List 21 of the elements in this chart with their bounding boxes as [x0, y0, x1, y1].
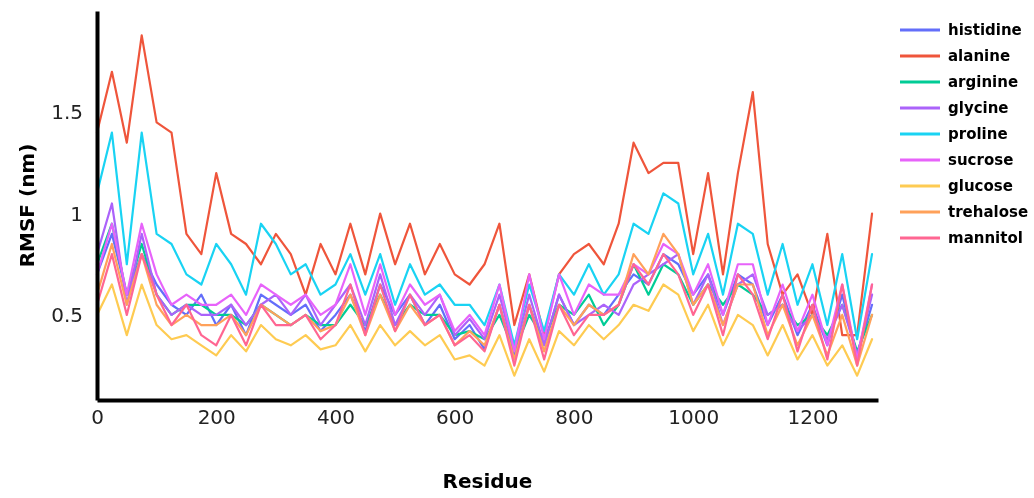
x-tick-label: 0 [91, 405, 104, 430]
x-tick-label: 600 [436, 405, 475, 430]
x-axis-title: Residue [442, 469, 533, 493]
legend-label: glycine [948, 99, 1009, 118]
legend-label: alanine [948, 47, 1011, 66]
y-tick-label: 0.5 [51, 302, 83, 327]
legend-label: trehalose [948, 203, 1029, 222]
legend-label: mannitol [948, 229, 1023, 248]
y-axis-title: RMSF (nm) [15, 143, 39, 268]
legend-label: proline [948, 125, 1008, 144]
y-tick-label: 1 [70, 201, 83, 226]
x-tick-label: 800 [555, 405, 594, 430]
legend-label: sucrose [948, 151, 1014, 170]
legend-label: arginine [948, 73, 1019, 92]
y-tick-label: 1.5 [51, 100, 83, 125]
x-tick-label: 1000 [668, 405, 720, 430]
x-tick-label: 200 [197, 405, 236, 430]
legend-label: histidine [948, 21, 1022, 40]
x-tick-label: 1200 [787, 405, 839, 430]
x-tick-label: 400 [316, 405, 356, 430]
legend-label: glucose [948, 177, 1013, 196]
